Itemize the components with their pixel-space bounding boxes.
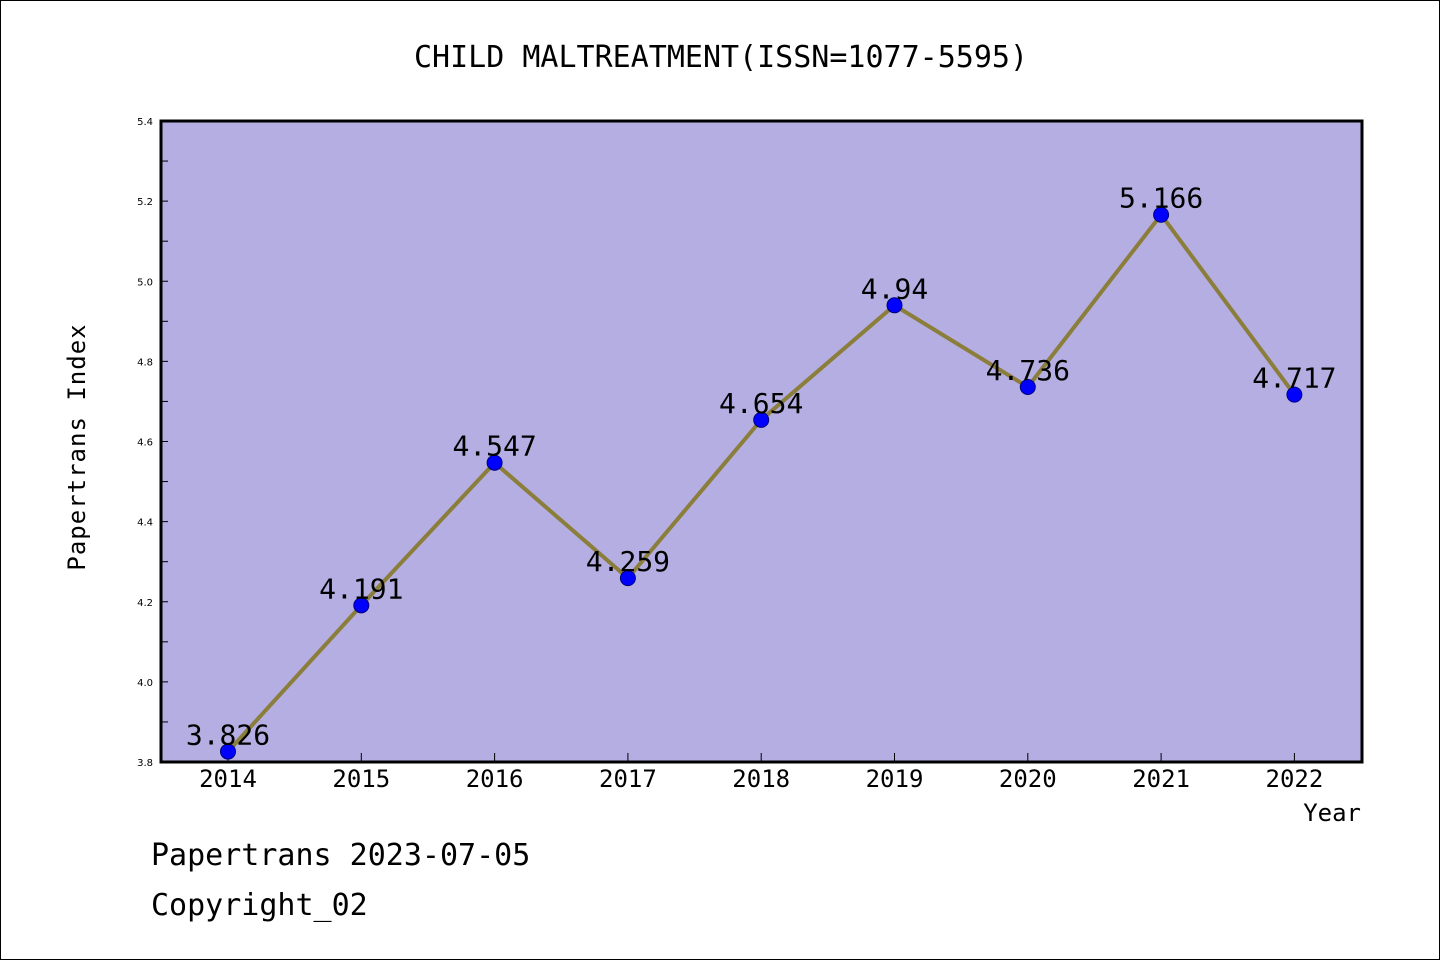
y-tick-label: 4.0 xyxy=(137,678,153,689)
y-axis-label: Papertrans Index xyxy=(63,323,91,570)
data-point xyxy=(1153,206,1170,223)
data-label: 4.547 xyxy=(452,430,536,463)
x-tick-label: 2018 xyxy=(732,765,790,793)
x-tick-label: 2020 xyxy=(999,765,1057,793)
data-label: 4.259 xyxy=(586,545,670,578)
y-tick-label: 5.0 xyxy=(137,277,153,288)
y-tick-label: 4.6 xyxy=(137,438,153,449)
data-point xyxy=(486,454,503,471)
y-tick-label: 5.2 xyxy=(137,197,153,208)
footer-copyright: Copyright_02 xyxy=(151,888,368,923)
y-tick-label: 4.4 xyxy=(137,518,153,529)
y-tick-label: 4.2 xyxy=(137,598,153,609)
footer-date: Papertrans 2023-07-05 xyxy=(151,838,530,873)
y-tick-label: 3.8 xyxy=(137,758,153,769)
x-tick-label: 2022 xyxy=(1266,765,1324,793)
y-tick-label: 4.8 xyxy=(137,357,153,368)
data-label: 4.736 xyxy=(986,354,1070,387)
x-tick-label: 2015 xyxy=(332,765,390,793)
data-label: 3.826 xyxy=(186,719,270,752)
markers-group xyxy=(220,206,1303,760)
data-label: 4.94 xyxy=(861,272,928,305)
data-label: 4.717 xyxy=(1252,362,1336,395)
plot-area xyxy=(161,121,1362,762)
x-tick-label: 2021 xyxy=(1132,765,1190,793)
y-tick-label: 5.4 xyxy=(137,117,153,128)
data-point xyxy=(353,597,370,614)
x-tick-label: 2019 xyxy=(866,765,924,793)
data-point xyxy=(886,297,903,314)
data-label: 5.166 xyxy=(1119,182,1203,215)
data-point xyxy=(753,411,770,428)
data-labels-group: 3.826 4.191 4.547 4.259 4.654 4.94 4.736 5.166 4… xyxy=(186,182,1337,752)
x-axis-ticks: 2014 2015 2016 2017 2018 2019 2020 2021 2022 xyxy=(199,753,1323,793)
data-label: 4.191 xyxy=(319,572,403,605)
data-point xyxy=(220,743,236,760)
data-point xyxy=(1019,379,1036,396)
plot-border xyxy=(159,119,1364,764)
x-tick-label: 2017 xyxy=(599,765,657,793)
chart-title: CHILD MALTREATMENT(ISSN=1077-5595) xyxy=(414,40,1028,75)
data-label: 4.654 xyxy=(719,387,803,420)
x-axis-label: Year xyxy=(1303,799,1361,827)
x-tick-label: 2016 xyxy=(466,765,524,793)
data-point xyxy=(619,570,636,587)
y-axis-ticks: 3.8 4.0 4.2 4.4 4.6 4.8 5.0 5.2 5.4 xyxy=(137,117,168,769)
x-tick-label: 2014 xyxy=(199,765,257,793)
data-point xyxy=(1286,386,1303,403)
